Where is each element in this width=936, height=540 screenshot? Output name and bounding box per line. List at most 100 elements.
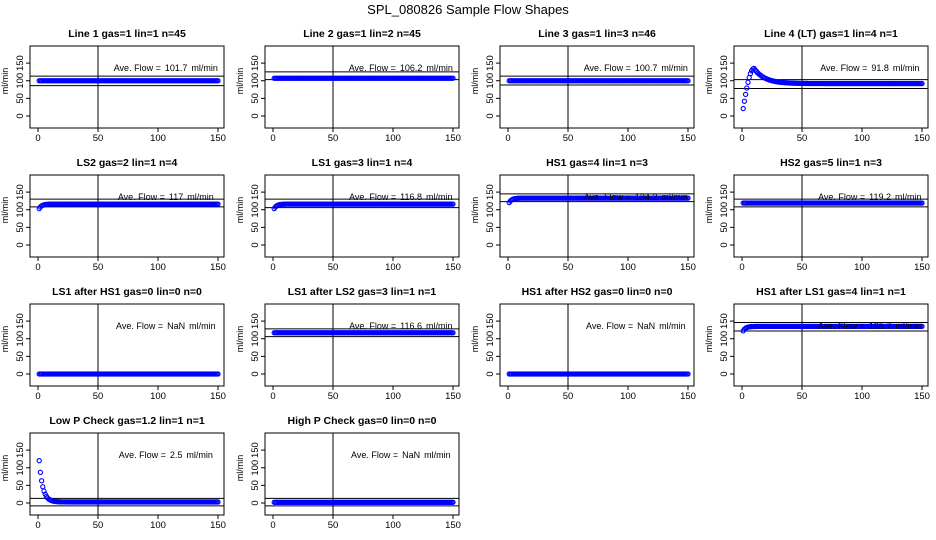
y-axis-label: ml/min [235, 455, 245, 482]
x-tick-label: 50 [563, 133, 574, 144]
ave-flow-unit: ml/min [191, 63, 218, 73]
ave-flow-annotation: Ave. Flow = NaN ml/min [351, 450, 451, 460]
panel-title: Line 1 gas=1 lin=1 n=45 [68, 28, 186, 40]
y-tick-label: 100 [485, 331, 496, 347]
y-tick-label: 0 [15, 113, 26, 118]
y-tick-label: 150 [15, 184, 26, 200]
flow-data-point [450, 330, 456, 336]
y-axis-label: ml/min [235, 326, 245, 353]
y-tick-label: 100 [250, 460, 261, 476]
ave-flow-annotation: Ave. Flow = 116.6 ml/min [349, 321, 452, 331]
x-tick-label: 50 [93, 133, 104, 144]
y-tick-label: 0 [485, 113, 496, 118]
flow-data-point [450, 201, 456, 207]
flow-data-point [41, 488, 47, 494]
x-tick-label: 100 [150, 391, 166, 402]
x-tick-label: 150 [914, 391, 930, 402]
ave-flow-annotation: Ave. Flow = 100.7 ml/min [584, 63, 688, 73]
x-tick-label: 50 [93, 262, 104, 273]
y-axis-label: ml/min [235, 197, 245, 224]
ave-flow-annotation: Ave. Flow = 101.7 ml/min [114, 63, 218, 73]
x-tick-label: 50 [93, 391, 104, 402]
flow-data-point [37, 469, 44, 476]
flow-panel: HS2 gas=5 lin=1 n=3 ml/min 0 50 100 150 0 50 100… [704, 157, 930, 273]
x-tick-label: 100 [620, 133, 636, 144]
x-tick-label: 100 [150, 133, 166, 144]
ave-flow-value: 117 [169, 192, 183, 202]
y-axis-label: ml/min [470, 197, 480, 224]
flow-data-point [215, 201, 221, 207]
y-tick-label: 150 [15, 55, 26, 71]
ave-flow-value: 135.7 [869, 321, 892, 331]
x-tick-label: 0 [739, 262, 744, 273]
y-axis-label: ml/min [0, 197, 10, 224]
ave-flow-unit: ml/min [189, 321, 216, 331]
y-axis-label: ml/min [235, 68, 245, 95]
ave-flow-annotation: Ave. Flow = 2.5 ml/min [119, 450, 213, 460]
x-tick-label: 0 [505, 133, 510, 144]
y-tick-label: 50 [719, 93, 730, 104]
y-tick-label: 100 [719, 331, 730, 347]
x-tick-label: 0 [270, 133, 275, 144]
ave-flow-annotation: Ave. Flow = NaN ml/min [586, 321, 686, 331]
ave-flow-unit: ml/min [895, 192, 922, 202]
y-tick-label: 50 [250, 351, 261, 362]
y-tick-label: 150 [250, 313, 261, 329]
y-tick-label: 150 [15, 442, 26, 458]
ave-flow-unit: ml/min [893, 63, 920, 73]
y-tick-label: 150 [719, 184, 730, 200]
y-tick-label: 100 [15, 331, 26, 347]
ave-flow-value: 100.7 [635, 63, 658, 73]
ave-flow-annotation: Ave. Flow = 116.8 ml/min [349, 192, 452, 202]
x-tick-label: 150 [445, 133, 461, 144]
y-tick-label: 50 [719, 351, 730, 362]
plot-frame [733, 174, 929, 258]
ave-flow-prefix: Ave. Flow = [349, 192, 396, 202]
panel-title: Low P Check gas=1.2 lin=1 n=1 [49, 415, 204, 427]
flow-panel: Line 1 gas=1 lin=1 n=45 ml/min 0 50 100 150 0 5… [0, 28, 226, 144]
x-tick-label: 0 [739, 133, 744, 144]
ave-flow-value: NaN [637, 321, 655, 331]
panel-title: Line 4 (LT) gas=1 lin=4 n=1 [764, 28, 898, 40]
ave-flow-prefix: Ave. Flow = [586, 321, 633, 331]
x-tick-label: 150 [210, 133, 226, 144]
y-axis-label: ml/min [0, 326, 10, 353]
y-tick-label: 0 [250, 500, 261, 505]
y-tick-label: 150 [485, 313, 496, 329]
flow-data-point [742, 91, 749, 98]
plot-frame [264, 303, 460, 387]
ave-flow-annotation: Ave. Flow = 91.8 ml/min [820, 63, 919, 73]
y-tick-label: 100 [719, 202, 730, 218]
x-tick-label: 50 [93, 520, 104, 531]
plot-frame [264, 174, 460, 258]
flow-panel: Line 3 gas=1 lin=3 n=46 ml/min 0 50 100 150 0 5… [470, 28, 696, 144]
ave-flow-annotation: Ave. Flow = 134.2 ml/min [584, 192, 688, 202]
ave-flow-value: 134.2 [635, 192, 658, 202]
x-tick-label: 150 [680, 391, 696, 402]
panel-title: HS1 after LS1 gas=4 lin=1 n=1 [756, 286, 906, 298]
x-tick-label: 50 [563, 262, 574, 273]
x-tick-label: 100 [150, 262, 166, 273]
y-tick-label: 150 [250, 55, 261, 71]
y-tick-label: 150 [250, 184, 261, 200]
flow-data-point [919, 80, 925, 87]
ave-flow-annotation: Ave. Flow = 106.2 ml/min [349, 63, 453, 73]
y-tick-label: 150 [485, 184, 496, 200]
ave-flow-value: NaN [167, 321, 185, 331]
x-tick-label: 100 [385, 520, 401, 531]
flow-data-point [685, 371, 691, 377]
x-tick-label: 150 [914, 133, 930, 144]
plot-frame [264, 45, 460, 129]
ave-flow-value: 106.2 [400, 63, 423, 73]
panel-title: LS1 after HS1 gas=0 lin=0 n=0 [52, 286, 202, 298]
x-tick-label: 150 [210, 520, 226, 531]
x-tick-label: 100 [854, 133, 870, 144]
flow-data-point [215, 78, 221, 84]
flow-data-point [215, 499, 221, 505]
ave-flow-unit: ml/min [424, 450, 451, 460]
flow-panel: LS2 gas=2 lin=1 n=4 ml/min 0 50 100 150 0 50 100… [0, 157, 226, 273]
x-tick-label: 100 [854, 391, 870, 402]
panel-title: High P Check gas=0 lin=0 n=0 [288, 415, 437, 427]
x-tick-label: 100 [385, 133, 401, 144]
